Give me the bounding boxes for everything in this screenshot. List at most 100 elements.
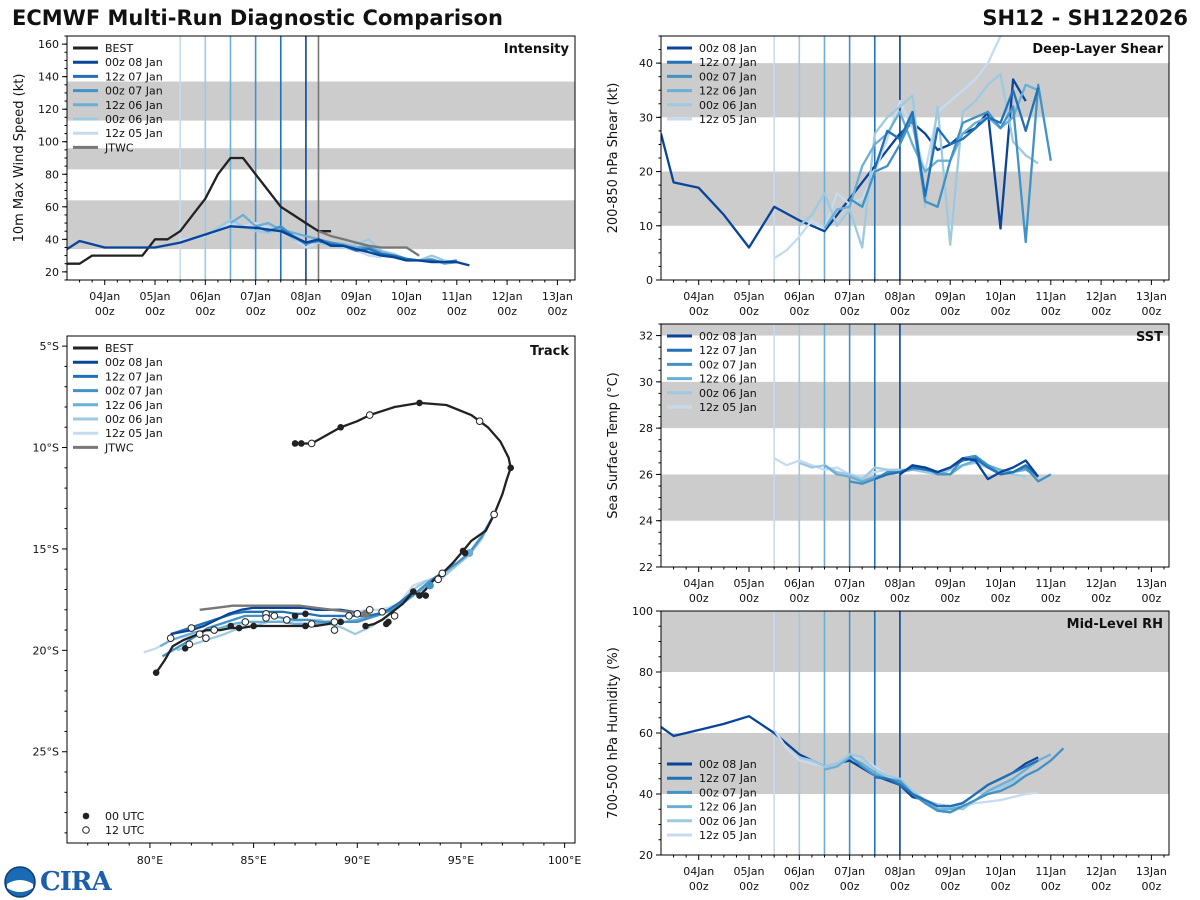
legend-label-12utc: 12 UTC — [105, 824, 145, 837]
intensity-xtick-sublabel: 00z — [497, 305, 517, 318]
sst-ytick-label: 22 — [639, 561, 653, 574]
sst-xtick-sublabel: 00z — [1091, 592, 1111, 605]
sst-title: SST — [1136, 330, 1163, 345]
track-title: Track — [530, 344, 569, 359]
track-marker-12utc — [195, 630, 204, 638]
sst-xtick-sublabel: 00z — [1142, 592, 1162, 605]
intensity-ytick-label: 120 — [38, 103, 59, 116]
intensity-xtick-sublabel: 00z — [145, 305, 165, 318]
sst-xtick-label: 13Jan — [1136, 577, 1167, 590]
intensity-xtick-sublabel: 00z — [447, 305, 467, 318]
sst-xtick-sublabel: 00z — [991, 592, 1011, 605]
legend-label-rh: 12z 05 Jan — [699, 829, 757, 842]
rh-xtick-sublabel: 00z — [840, 880, 860, 893]
track-marker-00utc — [250, 622, 257, 630]
track-marker-00utc — [461, 549, 469, 557]
shear-title: Deep-Layer Shear — [1032, 42, 1163, 57]
track-marker-12utc — [365, 411, 374, 419]
sst-ytick-label: 28 — [639, 422, 653, 435]
sst-panel: 22 24 26 28 30 32 04Jan 00z 05Jan 00z 06Jan 00z 07Ja… — [606, 323, 1170, 605]
legend-label-track: BEST — [105, 342, 133, 355]
rh-shaded-band — [661, 733, 1169, 794]
rh-xtick-label: 06Jan — [784, 865, 815, 878]
track-marker-12utc — [365, 605, 374, 614]
intensity-ytick-label: 80 — [45, 168, 59, 181]
shear-xtick-label: 08Jan — [884, 290, 915, 303]
legend-marker-00utc — [82, 812, 90, 820]
track-marker-00utc — [235, 624, 243, 632]
rh-ytick-label: 60 — [639, 727, 653, 740]
legend-label-rh: 12z 07 Jan — [699, 772, 757, 785]
sst-xtick-sublabel: 00z — [840, 592, 860, 605]
track-ytick-label: 15°S — [33, 543, 59, 556]
main-title: ECMWF Multi-Run Diagnostic Comparison — [12, 6, 503, 30]
track-line — [295, 401, 512, 597]
intensity-ytick-label: 100 — [38, 136, 59, 149]
rh-xtick-sublabel: 00z — [689, 880, 709, 893]
sst-series-line — [899, 457, 1040, 481]
shear-xtick-sublabel: 00z — [991, 305, 1011, 318]
intensity-ytick-label: 160 — [38, 38, 59, 51]
shear-xtick-label: 05Jan — [734, 290, 765, 303]
shear-ytick-label: 0 — [646, 274, 653, 287]
legend-label-sst: 00z 07 Jan — [699, 358, 757, 371]
intensity-xtick-label: 08Jan — [290, 290, 321, 303]
intensity-xtick-label: 07Jan — [240, 290, 271, 303]
track-xtick-label: 95°E — [448, 854, 474, 867]
shear-xtick-label: 07Jan — [834, 290, 865, 303]
legend-label-sst: 12z 05 Jan — [699, 401, 757, 414]
sst-shaded-band — [661, 324, 1169, 336]
legend-marker-12utc — [82, 826, 90, 834]
intensity-xtick-sublabel: 00z — [397, 305, 417, 318]
track-marker-00utc — [362, 622, 369, 630]
shear-ytick-label: 10 — [639, 220, 653, 233]
shear-ylabel: 200-850 hPa Shear (kt) — [606, 83, 621, 234]
shear-xtick-sublabel: 00z — [840, 305, 860, 318]
track-marker-12utc — [307, 620, 316, 628]
track-panel: 80°E 85°E 90°E 95°E 100°E 5°S 10°S 15°S 20°S 25°S… — [33, 335, 581, 867]
sst-xtick-sublabel: 00z — [789, 592, 809, 605]
track-start-marker — [425, 581, 434, 590]
intensity-xtick-label: 10Jan — [391, 290, 422, 303]
intensity-panel: 20 40 60 80 100 120 140 160 04Jan 00z 05Jan 00z 06Ja… — [12, 35, 576, 318]
shear-plot-area — [661, 36, 1169, 280]
shear-xtick-label: 13Jan — [1136, 290, 1167, 303]
legend-label-00utc: 00 UTC — [105, 810, 145, 823]
legend-label-track: 12z 05 Jan — [105, 427, 163, 440]
intensity-ylabel: 10m Max Wind Speed (kt) — [12, 74, 27, 243]
rh-xtick-label: 13Jan — [1136, 865, 1167, 878]
intensity-xtick-label: 04Jan — [89, 290, 120, 303]
shear-series-line — [773, 36, 1002, 260]
sst-xtick-sublabel: 00z — [689, 592, 709, 605]
rh-xtick-sublabel: 00z — [1041, 880, 1061, 893]
intensity-shaded-band — [67, 81, 575, 121]
track-ytick-label: 10°S — [33, 442, 59, 455]
shear-xtick-label: 06Jan — [784, 290, 815, 303]
rh-shaded-band — [661, 611, 1169, 672]
track-ytick-label: 5°S — [40, 340, 59, 353]
track-ytick-label: 25°S — [33, 746, 59, 759]
sst-xtick-sublabel: 00z — [1041, 592, 1061, 605]
track-marker-00utc — [409, 588, 417, 595]
sst-ylabel: Sea Surface Temp (°C) — [606, 372, 621, 519]
sst-frame — [660, 323, 1170, 568]
track-marker-00utc — [337, 618, 344, 626]
rh-xtick-label: 09Jan — [935, 865, 966, 878]
rh-xtick-label: 08Jan — [884, 865, 915, 878]
cira-logo-text: CIRA — [40, 867, 112, 897]
track-marker-12utc — [262, 614, 270, 622]
track-marker-12utc — [434, 575, 442, 584]
track-marker-12utc — [330, 626, 339, 634]
legend-label-track: JTWC — [104, 441, 134, 454]
shear-ytick-label: 40 — [639, 57, 653, 70]
rh-xtick-label: 12Jan — [1086, 865, 1117, 878]
legend-label-shear: 12z 05 Jan — [699, 113, 757, 126]
track-marker-00utc — [385, 618, 392, 626]
legend-label-intensity: 00z 06 Jan — [105, 113, 163, 126]
shear-xtick-label: 11Jan — [1035, 290, 1066, 303]
sst-xtick-sublabel: 00z — [739, 592, 759, 605]
legend-label-track: 00z 07 Jan — [105, 385, 163, 398]
shear-series-line — [661, 78, 1027, 249]
legend-label-sst: 12z 07 Jan — [699, 344, 757, 357]
shear-xtick-label: 12Jan — [1086, 290, 1117, 303]
